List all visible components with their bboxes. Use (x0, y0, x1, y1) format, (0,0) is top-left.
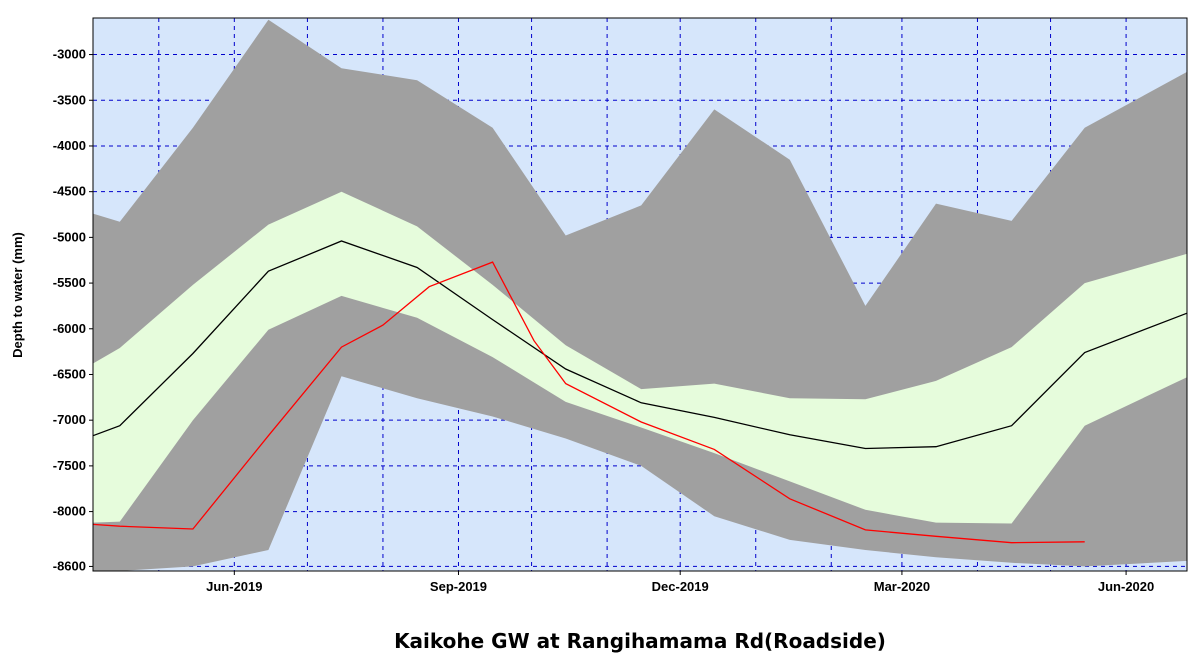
x-tick-label: Jun-2020 (1098, 579, 1154, 594)
y-tick-label: -3000 (53, 47, 86, 62)
y-tick-label: -4000 (53, 138, 86, 153)
y-tick-label: -3500 (53, 92, 86, 107)
y-tick-label: -5500 (53, 275, 86, 290)
x-tick-label: Mar-2020 (874, 579, 930, 594)
inner-range-band (93, 191, 1187, 524)
chart-title: Kaikohe GW at Rangihamama Rd(Roadside) (394, 629, 886, 653)
y-tick-label: -6500 (53, 366, 86, 381)
median-line (92, 240, 1188, 450)
y-tick-label: -7500 (53, 458, 86, 473)
y-tick-label: -7000 (53, 412, 86, 427)
y-tick-label: -8600 (53, 558, 86, 573)
plot-frame (92, 17, 1188, 572)
y-tick-label: -6000 (53, 321, 86, 336)
current-level-line (92, 261, 1085, 544)
y-tick-label: -4500 (53, 184, 86, 199)
x-tick-label: Dec-2019 (652, 579, 709, 594)
y-axis-title: Depth to water (mm) (10, 232, 25, 358)
y-axis: -3000 -3500 -4000 -4500 -5000 -5500 -6000 -6500… (53, 47, 93, 573)
y-tick-label: -8000 (53, 504, 86, 519)
series-lines (92, 240, 1188, 544)
y-tick-label: -5000 (53, 229, 86, 244)
x-tick-label: Sep-2019 (430, 579, 487, 594)
x-tick-label: Jun-2019 (206, 579, 262, 594)
band-areas (93, 19, 1187, 572)
x-axis: Jun-2019 Sep-2019 Dec-2019 Mar-2020 Jun-2020 (206, 571, 1154, 594)
